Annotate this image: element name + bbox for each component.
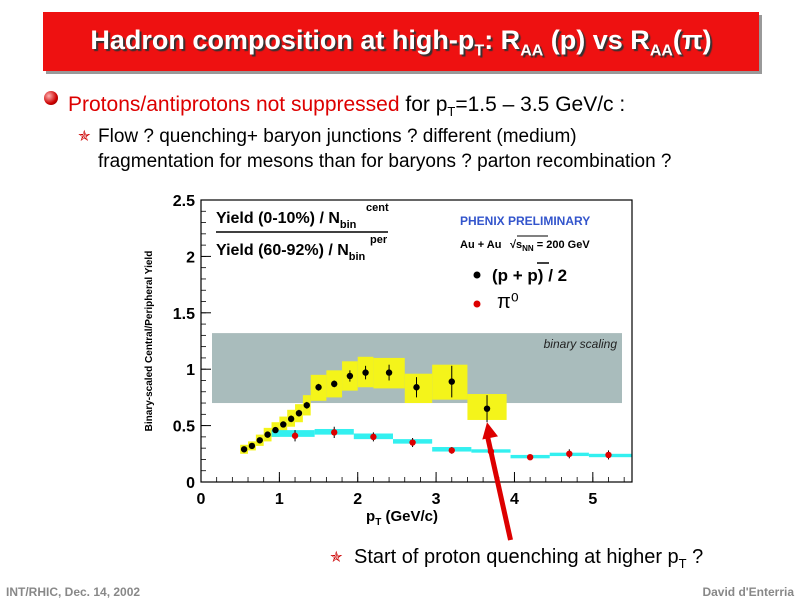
title-sub-aa-1: AA	[520, 42, 544, 60]
chart-marks	[240, 364, 612, 461]
pi0-point-2	[370, 433, 377, 441]
y-tick-label-2: 1	[186, 362, 195, 379]
y-tick-label-0: 0	[186, 475, 195, 492]
proton-point-10	[331, 380, 338, 388]
proton-point-0	[240, 446, 248, 453]
legend-pi0-label: π⁰	[497, 291, 519, 313]
title-bar: Hadron composition at high-pT: RAA (p) v…	[43, 12, 759, 71]
star-bullet-icon: ✯	[78, 128, 91, 145]
proton-point-9	[315, 384, 322, 391]
pi0-point-8	[605, 451, 612, 459]
x-tick-label-3: 3	[432, 491, 441, 508]
bullet-1-highlight: Protons/antiprotons not suppressed	[68, 93, 400, 116]
pi0-point-6	[526, 453, 534, 461]
star-bullet-icon-2: ✯	[330, 549, 343, 566]
x-tick-label-1: 1	[275, 491, 284, 508]
title-text-pi: (π)	[672, 25, 712, 55]
sub-bullet-2-end: ?	[686, 546, 704, 568]
plot-frame	[200, 199, 633, 483]
pi0-point-7	[566, 450, 573, 457]
sub-bullet-1-line-1: Flow ? quenching+ baryon junctions ? dif…	[98, 126, 577, 147]
sub-bullet-2-text: Start of proton quenching at higher p	[354, 546, 679, 568]
proton-point-11	[346, 372, 354, 380]
bullet-1-sub: T	[447, 104, 456, 120]
x-axis-title: pT (GeV/c)	[366, 508, 438, 528]
system-label: Au + Au	[460, 239, 501, 251]
chart-axes: 0 1 2 3 4 5 0 0.5 1 1.5 2 2.5	[173, 193, 633, 508]
x-tick-label-0: 0	[197, 491, 206, 508]
y-tick-label-4: 2	[186, 249, 195, 266]
legend-proton-label: (p + p) / 2	[492, 266, 567, 285]
pi0-point-4	[448, 447, 455, 454]
arrow-shaft	[484, 433, 513, 541]
proton-point-3	[264, 431, 271, 438]
ratio-denominator-sup: per	[370, 234, 388, 246]
pi0-point-3	[409, 439, 416, 446]
sub-bullet-2: Start of proton quenching at higher pT ?	[354, 544, 703, 577]
x-tick-label-5: 5	[588, 491, 597, 508]
quenching-arrow	[482, 422, 513, 541]
y-tick-label-1: 0.5	[173, 419, 195, 436]
title-text-p: (p) vs R	[543, 25, 650, 55]
y-axis-title: Binary-scaled Central/Peripheral Yield	[144, 251, 155, 432]
legend-pi0-marker	[473, 300, 481, 308]
x-tick-label-2: 2	[353, 491, 362, 508]
ratio-numerator-sup: cent	[366, 202, 389, 214]
bullet-ball-icon	[44, 91, 58, 105]
slide-title: Hadron composition at high-pT: RAA (p) v…	[43, 22, 759, 69]
ratio-denominator: Yield (60-92%) / Nbin	[216, 242, 366, 263]
title-sub-aa-2: AA	[649, 42, 673, 60]
bullet-1-text: for p	[399, 93, 448, 116]
proton-point-7	[295, 409, 303, 417]
phenix-preliminary-label: PHENIX PRELIMINARY	[460, 214, 590, 228]
bullet-1-rest: =1.5 – 3.5 GeV/c :	[455, 93, 626, 116]
y-tick-label-3: 1.5	[173, 306, 195, 323]
proton-point-13	[385, 369, 393, 376]
chart-bands	[212, 333, 632, 459]
proton-point-5	[280, 421, 287, 428]
pi0-point-0	[291, 432, 299, 439]
footer-author: David d'Enterria	[702, 585, 794, 599]
proton-point-2	[256, 437, 263, 444]
energy-label: √sNN = 200 GeV	[510, 239, 590, 253]
proton-point-15	[448, 378, 455, 385]
sub-bullet-2-sub: T	[678, 556, 687, 571]
arrow-head	[482, 422, 499, 440]
sub-bullet-1-line-2: fragmentation for mesons than for baryon…	[98, 151, 672, 172]
title-sub-t: T	[474, 42, 485, 60]
proton-point-12	[362, 369, 369, 376]
bullet-1: Protons/antiprotons not suppressed for p…	[68, 92, 625, 125]
proton-point-6	[287, 415, 295, 423]
y-tick-label-5: 2.5	[173, 193, 195, 210]
proton-point-16	[483, 405, 491, 412]
footer-event: INT/RHIC, Dec. 14, 2002	[6, 585, 141, 599]
pi0-point-1	[331, 429, 338, 436]
ratio-numerator: Yield (0-10%) / Nbin	[216, 210, 357, 231]
proton-point-1	[248, 442, 256, 450]
proton-point-8	[303, 402, 310, 409]
x-tick-label-4: 4	[510, 491, 519, 508]
proton-point-4	[272, 426, 279, 434]
legend-proton-marker	[473, 271, 481, 279]
binary-scaling-label: binary scaling	[544, 337, 618, 351]
proton-point-14	[413, 384, 420, 391]
title-text-mid: : R	[484, 25, 521, 55]
title-text-main: Hadron composition at high-p	[90, 25, 475, 55]
